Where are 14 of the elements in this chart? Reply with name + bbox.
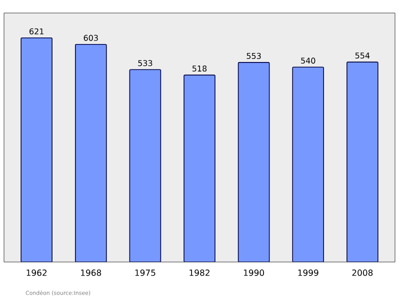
x-tick-label: 1975	[135, 270, 156, 276]
bar	[346, 62, 378, 262]
x-tick-label: 1968	[81, 270, 102, 276]
bar	[238, 62, 270, 262]
x-tick-label: 1962	[26, 270, 47, 276]
bar	[74, 44, 107, 262]
bar	[292, 66, 324, 262]
bar	[129, 69, 162, 262]
x-tick-label: 1982	[190, 270, 210, 276]
x-tick-label: 1999	[298, 270, 318, 276]
bar	[20, 38, 52, 262]
x-tick-label: 2008	[352, 270, 373, 276]
bar	[184, 74, 216, 262]
x-tick-label: 1990	[244, 270, 264, 276]
